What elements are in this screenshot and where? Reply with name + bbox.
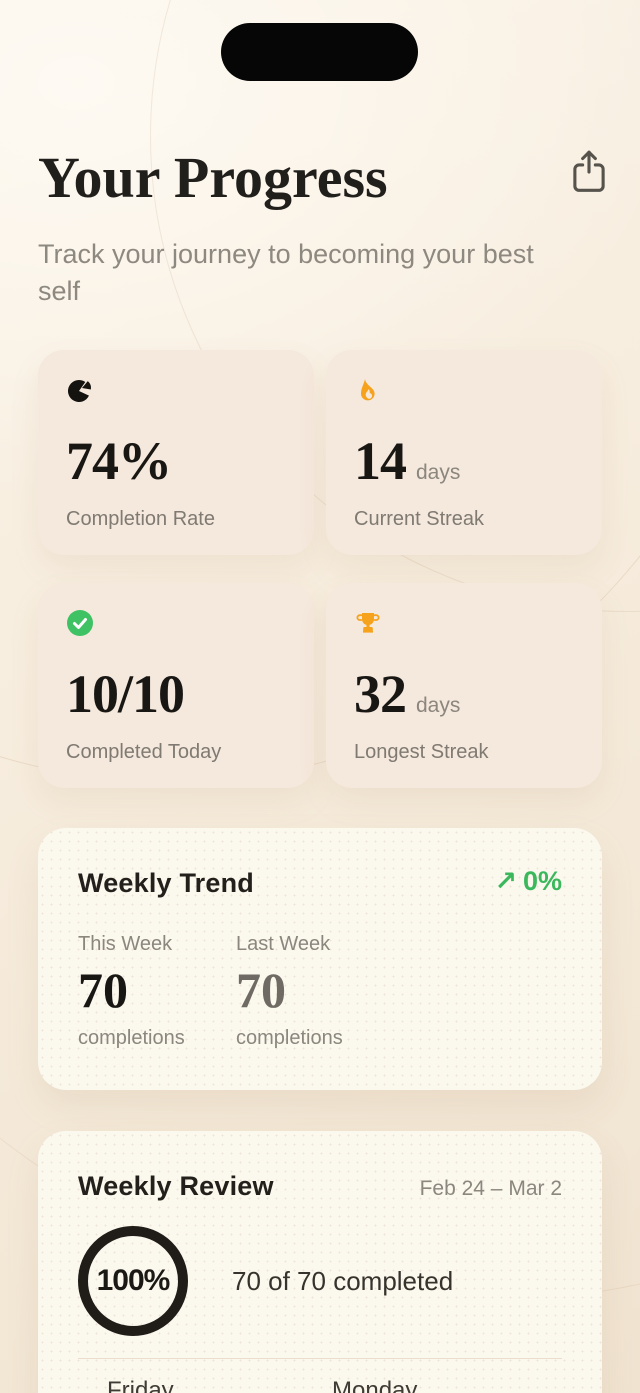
- page-subtitle: Track your journey to becoming your best…: [38, 239, 534, 306]
- ring-percent: 100%: [96, 1264, 171, 1297]
- trend-col-value: 70: [236, 962, 286, 1018]
- stats-grid: 74% Completion Rate 14 days Current Stre…: [38, 350, 602, 788]
- stat-value: 74%: [66, 431, 172, 491]
- weekly-review-card: Weekly Review Feb 24 – Mar 2 100% 70 of …: [38, 1131, 602, 1393]
- flame-icon: [354, 376, 382, 404]
- stat-card-longest-streak: 32 days Longest Streak: [326, 583, 602, 788]
- stat-card-current-streak: 14 days Current Streak: [326, 350, 602, 555]
- stat-value: 10/10: [66, 664, 185, 724]
- stat-label: Completed Today: [66, 741, 222, 763]
- trend-up-arrow-icon: ↗: [494, 866, 517, 896]
- trend-col-unit: completions: [78, 1027, 185, 1049]
- stat-value: 32: [354, 664, 407, 724]
- divider: [78, 1358, 562, 1359]
- review-summary-row: 100% 70 of 70 completed: [78, 1226, 562, 1336]
- trend-col-value: 70: [78, 962, 128, 1018]
- check-circle-icon: [66, 609, 94, 637]
- trend-col-label: This Week: [78, 933, 173, 955]
- pie-chart-icon: [66, 376, 94, 404]
- weekly-review-title: Weekly Review: [78, 1171, 274, 1201]
- trend-columns: This Week 70 completions Last Week 70 co…: [78, 933, 562, 1050]
- share-button[interactable]: [564, 146, 614, 198]
- stat-value: 14: [354, 431, 407, 491]
- weekly-trend-title: Weekly Trend: [78, 868, 254, 898]
- trend-col-label: Last Week: [236, 933, 331, 955]
- trend-col-last-week: Last Week 70 completions: [236, 933, 394, 1050]
- share-icon: [566, 150, 612, 199]
- stat-card-completed-today: 10/10 Completed Today: [38, 583, 314, 788]
- trend-col-unit: completions: [236, 1027, 343, 1049]
- weekly-trend-card: Weekly Trend ↗ 0% This Week 70 completion…: [38, 828, 602, 1090]
- trend-badge: ↗ 0%: [494, 866, 562, 897]
- stat-suffix: days: [416, 694, 461, 717]
- completion-ring: 100%: [78, 1226, 188, 1336]
- review-day-left: Friday: [107, 1377, 174, 1393]
- review-day-right: Monday: [332, 1377, 418, 1393]
- stat-label: Longest Streak: [354, 741, 489, 763]
- trophy-icon: [354, 609, 382, 637]
- trend-percent: 0%: [522, 866, 562, 896]
- review-summary: 70 of 70 completed: [232, 1265, 454, 1296]
- stat-label: Completion Rate: [66, 508, 215, 530]
- review-bottom-row: Friday Monday: [78, 1377, 562, 1393]
- stat-label: Current Streak: [354, 508, 485, 530]
- page-title: Your Progress: [38, 145, 388, 210]
- trend-col-this-week: This Week 70 completions: [78, 933, 236, 1050]
- stat-card-completion-rate: 74% Completion Rate: [38, 350, 314, 555]
- review-date-range: Feb 24 – Mar 2: [419, 1177, 562, 1200]
- stat-suffix: days: [416, 461, 461, 484]
- dynamic-island: [221, 23, 418, 81]
- review-header: Weekly Review Feb 24 – Mar 2: [78, 1171, 562, 1202]
